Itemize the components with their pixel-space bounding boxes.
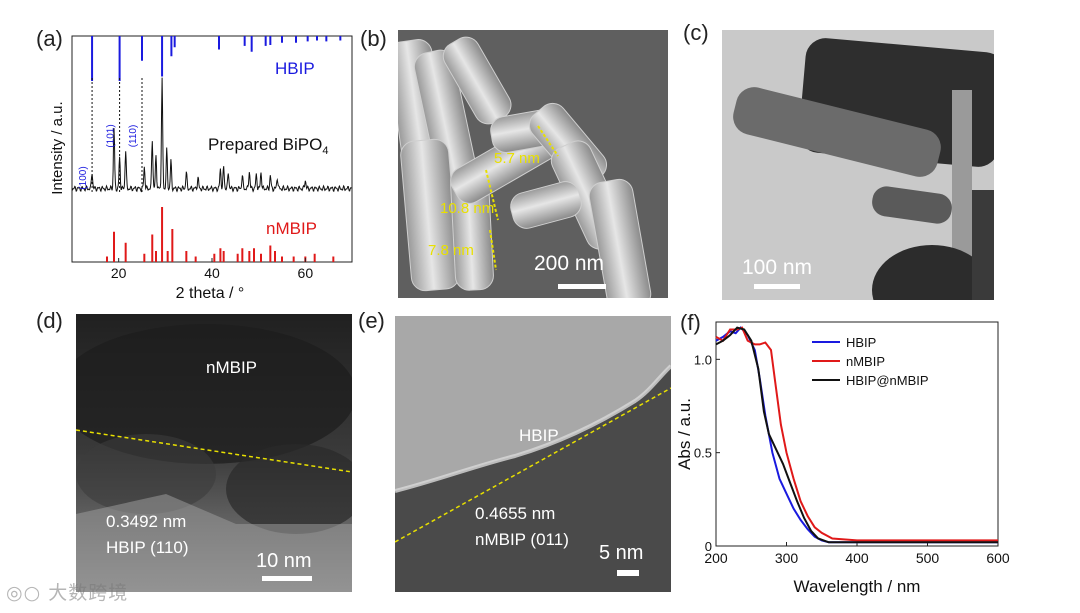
panel-d-label: (d) (36, 308, 63, 333)
watermark-logo: ◎○ 大数跨境 (6, 578, 128, 605)
uv-x-axis-label: Wavelength / nm (794, 577, 921, 596)
xrd-chart: (100) (101) (110) 20 40 60 HBIP Prepared BiP… (49, 35, 353, 302)
sem-measurement-2: 10.8 nm (440, 200, 495, 217)
hrtem-image-e: HBIP 0.4655 nm nMBIP (011) 5 nm (395, 316, 671, 592)
uv-y-tick-label: 0.5 (694, 446, 712, 461)
panel-b-label: (b) (360, 26, 387, 51)
uv-x-tick-label: 600 (986, 550, 1010, 566)
legend-label: HBIP@nMBIP (846, 373, 929, 388)
hrtem-e-spacing: 0.4655 nm (475, 504, 556, 523)
peak-label: (110) (128, 125, 139, 148)
xrd-y-axis-label: Intensity / a.u. (49, 101, 66, 194)
hrtem-d-plane: HBIP (110) (106, 538, 189, 557)
legend-label: HBIP (846, 335, 876, 350)
xrd-x-tick-label: 20 (111, 265, 127, 281)
uv-series-hbip-nmbip (715, 326, 998, 544)
panel-c-label: (c) (683, 20, 709, 45)
uv-y-tick-label: 0 (705, 539, 712, 554)
hrtem-e-scale-bar (617, 570, 639, 576)
panel-a-label: (a) (36, 26, 63, 51)
tem-scale-label: 100 nm (742, 256, 813, 279)
hrtem-e-region-label: HBIP (519, 426, 559, 445)
uv-y-axis-label: Abs / a.u. (675, 398, 694, 470)
sem-measurement-3: 7.8 nm (428, 242, 474, 259)
uv-vis-chart: 200 300 400 500 600 0 0.5 1.0 HBIP nMBIP HBIP@nMB… (675, 321, 1010, 596)
hrtem-e-plane: nMBIP (011) (475, 530, 569, 549)
peak-label: (100) (78, 166, 89, 189)
panel-e-label: (e) (358, 308, 385, 333)
hrtem-d-spacing: 0.3492 nm (106, 512, 187, 531)
watermark-text: 大数跨境 (48, 582, 129, 604)
peak-label: (101) (106, 124, 117, 147)
prepared-bipo4-pattern (71, 77, 352, 193)
tem-image: 100 nm (722, 30, 994, 300)
uv-y-tick-label: 1.0 (694, 352, 712, 367)
hrtem-d-scale-label: 10 nm (256, 550, 312, 572)
hbip-series-label: HBIP (275, 59, 315, 78)
sem-image: 5.7 nm 10.8 nm 7.8 nm 200 nm (398, 30, 668, 298)
prepared-series-label: Prepared BiPO4 (208, 135, 328, 157)
sem-measurement-1: 5.7 nm (494, 150, 540, 167)
hrtem-image-d: nMBIP 0.3492 nm HBIP (110) 10 nm (76, 314, 352, 592)
watermark-icon: ◎○ (6, 582, 49, 604)
hrtem-d-scale-bar (262, 576, 312, 581)
hrtem-e-scale-label: 5 nm (599, 542, 644, 564)
uv-x-tick-label: 200 (704, 550, 728, 566)
panel-f-label: (f) (680, 310, 701, 335)
uv-x-tick-label: 400 (845, 550, 869, 566)
sem-scale-bar (558, 284, 606, 289)
xrd-x-tick-label: 40 (204, 265, 220, 281)
xrd-x-axis-label: 2 theta / ° (176, 285, 245, 302)
legend-label: nMBIP (846, 354, 885, 369)
nmbip-series-label: nMBIP (266, 219, 317, 238)
uv-x-tick-label: 500 (916, 550, 940, 566)
hrtem-d-region-label: nMBIP (206, 358, 258, 377)
sem-scale-label: 200 nm (534, 252, 605, 275)
tem-scale-bar (754, 284, 800, 289)
uv-x-tick-label: 300 (775, 550, 799, 566)
xrd-x-tick-label: 60 (298, 265, 314, 281)
